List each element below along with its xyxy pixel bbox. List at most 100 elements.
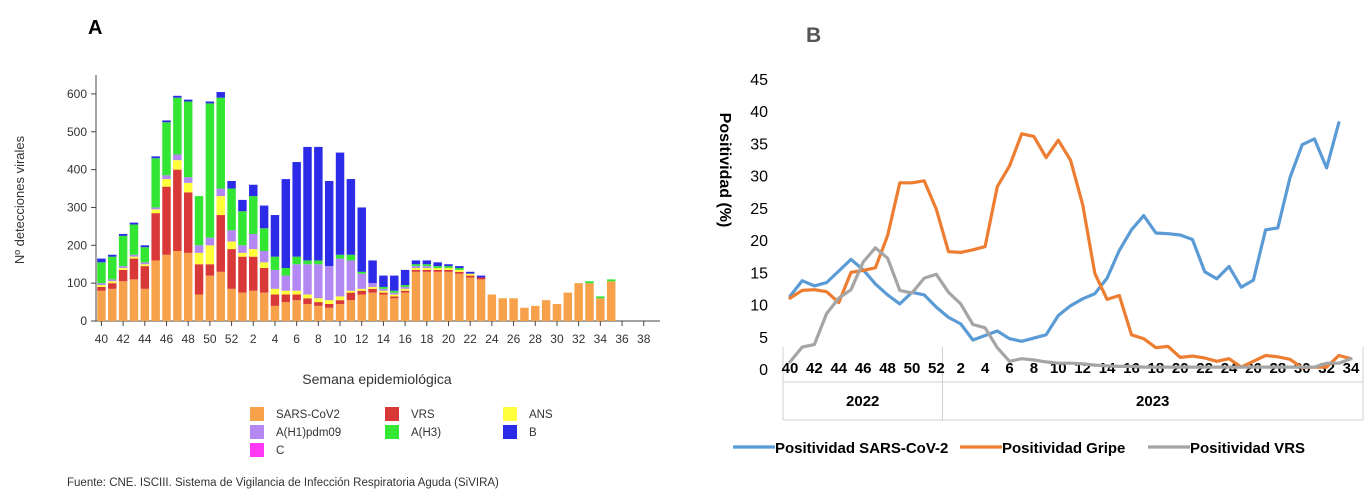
x-tick-label: 34 xyxy=(1343,360,1360,377)
bar-segment xyxy=(314,305,323,321)
bar-segment xyxy=(379,275,388,287)
x-tick-label: 38 xyxy=(637,332,651,346)
bar-segment xyxy=(346,300,356,321)
x-tick-label: 14 xyxy=(1099,360,1116,377)
bar-segment xyxy=(411,266,421,269)
source-note: Fuente: CNE. ISCIII. Sistema de Vigilanc… xyxy=(67,477,499,489)
x-tick-label: 50 xyxy=(904,360,921,377)
bar-segment xyxy=(433,266,442,269)
bar-segment xyxy=(162,122,171,176)
bar-segment xyxy=(433,271,442,321)
bar-segment xyxy=(97,258,106,263)
x-tick-label: 12 xyxy=(355,332,369,346)
y-tick-label: 20 xyxy=(750,233,768,250)
bar-segment xyxy=(97,290,106,321)
bar-segment xyxy=(281,268,291,276)
bar-segment xyxy=(314,260,323,265)
panel-a-letter: A xyxy=(88,17,102,39)
bar-segment xyxy=(249,196,258,234)
y-tick-label: 5 xyxy=(759,330,768,347)
bar-segment xyxy=(227,230,236,242)
bar-segment xyxy=(151,207,160,210)
bar-segment xyxy=(205,101,215,104)
bar-segment xyxy=(129,254,139,257)
bar-segment xyxy=(346,179,356,255)
bar-segment xyxy=(118,281,128,321)
bar-segment xyxy=(476,277,486,280)
bar-segment xyxy=(227,249,236,289)
bar-segment xyxy=(379,286,388,289)
bar-segment xyxy=(390,294,399,297)
x-tick-label: 40 xyxy=(95,332,109,346)
bar-segment xyxy=(118,268,128,270)
bar-segment xyxy=(183,192,193,253)
series-line xyxy=(788,246,1353,369)
bar-segment xyxy=(455,271,464,274)
series-line xyxy=(788,132,1353,370)
x-tick-label: 6 xyxy=(1005,360,1013,377)
bar-segment xyxy=(281,179,291,269)
bar-segment xyxy=(346,292,356,301)
bar-segment xyxy=(108,283,117,289)
bar-segment xyxy=(357,288,366,291)
bar-segment xyxy=(411,269,421,272)
x-tick-label: 18 xyxy=(420,332,434,346)
bar-segment xyxy=(140,245,150,248)
bar-segment xyxy=(411,268,421,270)
bar-segment xyxy=(97,285,106,287)
bar-segment xyxy=(400,292,410,321)
bar-segment xyxy=(400,285,410,287)
panel-b-letter: B xyxy=(806,24,821,47)
bar-segment xyxy=(97,286,106,291)
legend-label: Positividad VRS xyxy=(1190,440,1305,457)
y-tick-label: 0 xyxy=(80,314,87,328)
bar-segment xyxy=(129,256,139,259)
bar-segment xyxy=(281,275,291,291)
bar-segment xyxy=(324,307,334,321)
bar-segment xyxy=(324,300,334,304)
y-tick-label: 40 xyxy=(750,104,768,121)
x-tick-label: 16 xyxy=(398,332,412,346)
bar-segment xyxy=(433,268,442,270)
bar-segment xyxy=(314,302,323,306)
bar-segment xyxy=(205,275,215,321)
bar-segment xyxy=(411,264,421,267)
legend-label: B xyxy=(529,427,537,439)
bar-segment xyxy=(303,303,312,321)
bar-segment xyxy=(400,269,410,286)
bar-segment xyxy=(585,283,594,321)
legend-swatch xyxy=(503,407,517,421)
bar-segment xyxy=(335,303,345,321)
x-tick-label: 14 xyxy=(377,332,391,346)
bar-segment xyxy=(129,279,139,321)
x-tick-label: 6 xyxy=(293,332,300,346)
bar-segment xyxy=(422,266,432,269)
legend-label: SARS-CoV2 xyxy=(276,409,340,421)
bar-segment xyxy=(205,237,215,246)
bar-segment xyxy=(238,211,247,246)
bar-segment xyxy=(162,254,171,321)
bar-segment xyxy=(140,266,150,289)
bar-segment xyxy=(205,103,215,238)
y-axis-title: Nº detecciones virales xyxy=(12,135,27,264)
x-tick-label: 8 xyxy=(1030,360,1038,377)
bar-segment xyxy=(411,260,421,265)
bar-segment xyxy=(606,279,616,282)
legend-label: C xyxy=(276,445,284,457)
y-tick-label: 10 xyxy=(750,298,768,315)
bar-segment xyxy=(357,207,366,272)
bar-segment xyxy=(422,271,432,321)
x-tick-label: 44 xyxy=(830,360,847,377)
bar-segment xyxy=(108,288,117,321)
bar-segment xyxy=(238,245,247,253)
bar-segment xyxy=(270,256,280,270)
bar-segment xyxy=(151,260,160,321)
bar-segment xyxy=(140,247,150,263)
bar-segment xyxy=(183,177,193,183)
bar-segment xyxy=(194,264,204,295)
bar-segment xyxy=(205,264,215,276)
y-tick-label: 30 xyxy=(750,169,768,186)
bar-segment xyxy=(379,288,388,291)
bar-segment xyxy=(368,286,377,289)
